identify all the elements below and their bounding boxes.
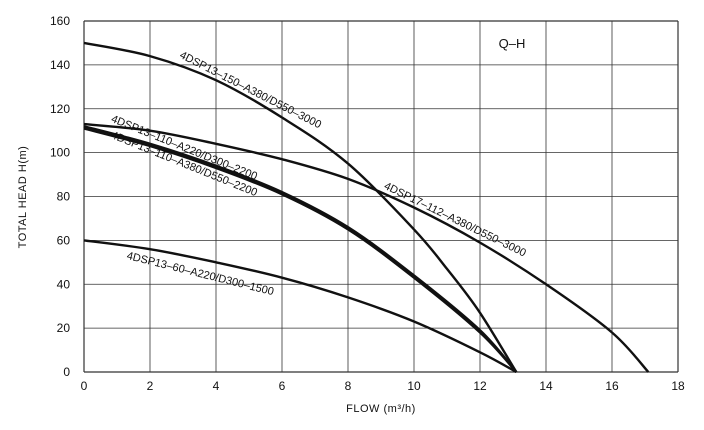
chart-title: Q–H <box>499 36 526 51</box>
x-tick-label: 4 <box>213 379 220 393</box>
x-tick-label: 6 <box>279 379 286 393</box>
x-tick-label: 2 <box>147 379 154 393</box>
y-tick-label: 100 <box>50 146 70 160</box>
x-tick-label: 10 <box>407 379 421 393</box>
series-line <box>83 41 518 373</box>
series-line <box>83 239 517 374</box>
y-tick-label: 20 <box>57 321 71 335</box>
x-tick-label: 16 <box>605 379 619 393</box>
y-axis-label: TOTAL HEAD H(m) <box>17 146 29 249</box>
curves <box>83 41 650 374</box>
y-tick-label: 160 <box>50 14 70 28</box>
series-line <box>83 122 650 373</box>
tick-labels: 0 2 4 6 8 10 12 14 16 18 0 20 40 60 80 100 120 140 160 <box>50 14 685 393</box>
y-tick-label: 140 <box>50 58 70 72</box>
y-tick-label: 0 <box>63 365 70 379</box>
x-tick-label: 12 <box>473 379 487 393</box>
x-tick-label: 18 <box>671 379 685 393</box>
x-tick-label: 8 <box>345 379 352 393</box>
y-tick-label: 40 <box>57 277 71 291</box>
x-axis-label: FLOW (m³/h) <box>346 403 416 415</box>
y-tick-label: 60 <box>57 233 71 247</box>
y-tick-label: 80 <box>57 190 71 204</box>
y-tick-label: 120 <box>50 102 70 116</box>
x-tick-label: 14 <box>539 379 553 393</box>
series-line <box>83 127 518 373</box>
series-line <box>83 125 518 373</box>
x-tick-label: 0 <box>81 379 88 393</box>
